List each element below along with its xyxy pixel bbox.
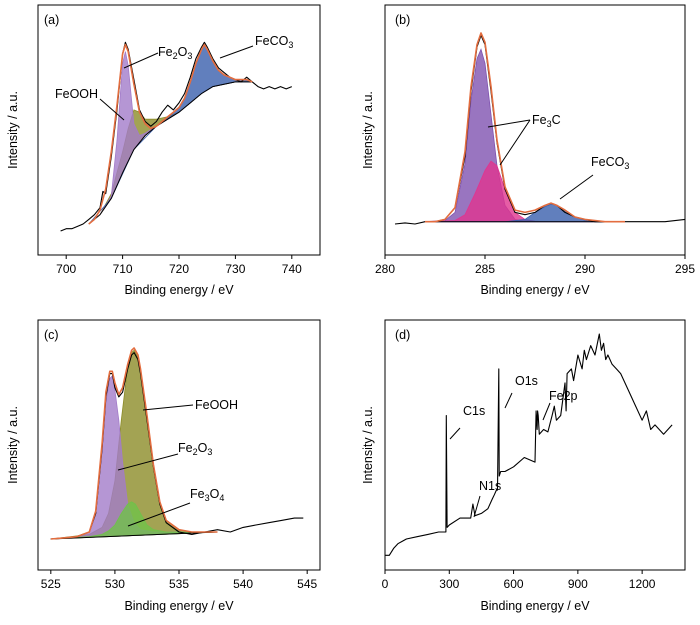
panel-c-x-ticks: 525 530 535 540 545 xyxy=(41,570,318,591)
panel-d-c1s-annotation: C1s xyxy=(463,404,485,418)
panel-d-o1s-annotation: O1s xyxy=(515,374,538,388)
panel-d-x-tick-label: 600 xyxy=(504,577,524,591)
panel-a-component-feooh-0 xyxy=(88,81,253,225)
panel-c-x-tick-label: 535 xyxy=(169,577,189,591)
panel-a-x-tick-label: 730 xyxy=(225,262,245,276)
panel-c-baseline xyxy=(50,531,218,540)
panel-c-fe3o4-leader xyxy=(127,502,191,527)
panel-a-y-axis-title: Intensity / a.u. xyxy=(6,91,20,169)
panel-c-plot xyxy=(50,347,304,540)
panel-a-fit-envelope xyxy=(88,43,253,225)
panel-d-label: (d) xyxy=(395,328,410,342)
panel-a-x-tick-label: 740 xyxy=(282,262,302,276)
panel-a-fe2o3-leader xyxy=(123,52,159,69)
panel-b-x-tick-label: 295 xyxy=(675,262,695,276)
panel-d-x-tick-label: 1200 xyxy=(629,577,656,591)
panel-d-y-axis-title: Intensity / a.u. xyxy=(361,406,375,484)
panel-a-x-tick-label: 710 xyxy=(113,262,133,276)
panel-c-label: (c) xyxy=(44,328,59,342)
panel-d-o1s-leader xyxy=(504,392,513,409)
panel-d-x-tick-label: 0 xyxy=(382,577,389,591)
panel-a-raw-spectrum xyxy=(60,41,293,232)
panel-b-x-ticks: 280 285 290 295 xyxy=(375,255,695,276)
panel-c-feooh-annotation: FeOOH xyxy=(195,398,238,412)
panel-d-x-axis-title: Binding energy / eV xyxy=(480,599,590,613)
panel-a-x-ticks: 700 710 720 730 740 xyxy=(56,255,302,276)
panel-d: (d) 0 300 600 900 1200 Binding energy / eV I… xyxy=(361,319,686,613)
panel-c-x-tick-label: 525 xyxy=(41,577,61,591)
panel-b-y-axis-title: Intensity / a.u. xyxy=(361,91,375,169)
panel-a-feooh-annotation: FeOOH xyxy=(55,87,98,101)
panel-d-n1s-annotation: N1s xyxy=(479,479,501,493)
panel-c: (c) 525 530 535 540 545 Binding energy / eV … xyxy=(6,319,321,613)
panel-a: (a) 700 710 720 730 740 Binding energy / eV … xyxy=(6,4,321,297)
panel-d-x-ticks: 0 300 600 900 1200 xyxy=(382,570,656,591)
panel-a-x-tick-label: 720 xyxy=(169,262,189,276)
panel-b-feco3-leader xyxy=(559,174,594,200)
panel-b-x-tick-label: 290 xyxy=(575,262,595,276)
panel-b: (b) 280 285 290 295 Binding energy / eV Int… xyxy=(361,4,695,297)
panel-c-fit-envelope xyxy=(50,347,218,540)
panel-a-plot xyxy=(60,41,293,232)
panel-b-x-tick-label: 280 xyxy=(375,262,395,276)
panel-a-feco3-annotation: FeCO3 xyxy=(255,34,293,50)
panel-c-x-tick-label: 545 xyxy=(297,577,317,591)
panel-b-fe3c-annotation: Fe3C xyxy=(532,113,561,129)
panel-c-fe2o3-annotation: Fe2O3 xyxy=(178,441,212,457)
panel-b-raw-spectrum xyxy=(394,34,686,225)
panel-b-x-axis-title: Binding energy / eV xyxy=(480,283,590,297)
panel-b-fit-envelope xyxy=(425,32,625,223)
panel-d-c1s-leader xyxy=(449,427,461,440)
panel-b-plot xyxy=(394,32,686,225)
panel-d-raw-spectrum xyxy=(385,333,673,556)
panel-c-x-tick-label: 530 xyxy=(105,577,125,591)
panel-c-y-axis-title: Intensity / a.u. xyxy=(6,406,20,484)
panel-a-x-axis-title: Binding energy / eV xyxy=(124,283,234,297)
panel-a-feco3-leader xyxy=(219,45,254,59)
panel-d-x-tick-label: 900 xyxy=(568,577,588,591)
panel-d-x-tick-label: 300 xyxy=(439,577,459,591)
panel-c-fe2o3-leader xyxy=(117,453,179,471)
panel-d-frame xyxy=(384,319,686,571)
panel-b-fe3c-leader-2 xyxy=(499,119,531,166)
panel-b-component-fe3c-0 xyxy=(424,48,625,223)
panel-c-x-tick-label: 540 xyxy=(233,577,253,591)
panel-a-feooh-leader xyxy=(99,98,125,121)
panel-d-fe2p-annotation: Fe2p xyxy=(549,389,578,403)
panel-a-baseline xyxy=(88,81,253,225)
panel-b-fe3c-leader-1 xyxy=(487,119,531,128)
panel-a-label: (a) xyxy=(44,13,59,27)
panel-c-x-axis-title: Binding energy / eV xyxy=(124,599,234,613)
panel-a-fe2o3-annotation: Fe2O3 xyxy=(158,45,192,61)
panel-a-x-tick-label: 700 xyxy=(56,262,76,276)
panel-c-fe3o4-annotation: Fe3O4 xyxy=(190,487,224,503)
panel-b-x-tick-label: 285 xyxy=(475,262,495,276)
panel-d-fe2p-leader xyxy=(542,402,551,421)
panel-b-label: (b) xyxy=(395,13,410,27)
panel-c-feooh-leader xyxy=(142,404,194,411)
panel-b-feco3-annotation: FeCO3 xyxy=(591,155,629,171)
panel-b-frame xyxy=(384,4,686,256)
panel-d-plot xyxy=(385,333,673,556)
panel-d-n1s-leader xyxy=(473,495,481,518)
